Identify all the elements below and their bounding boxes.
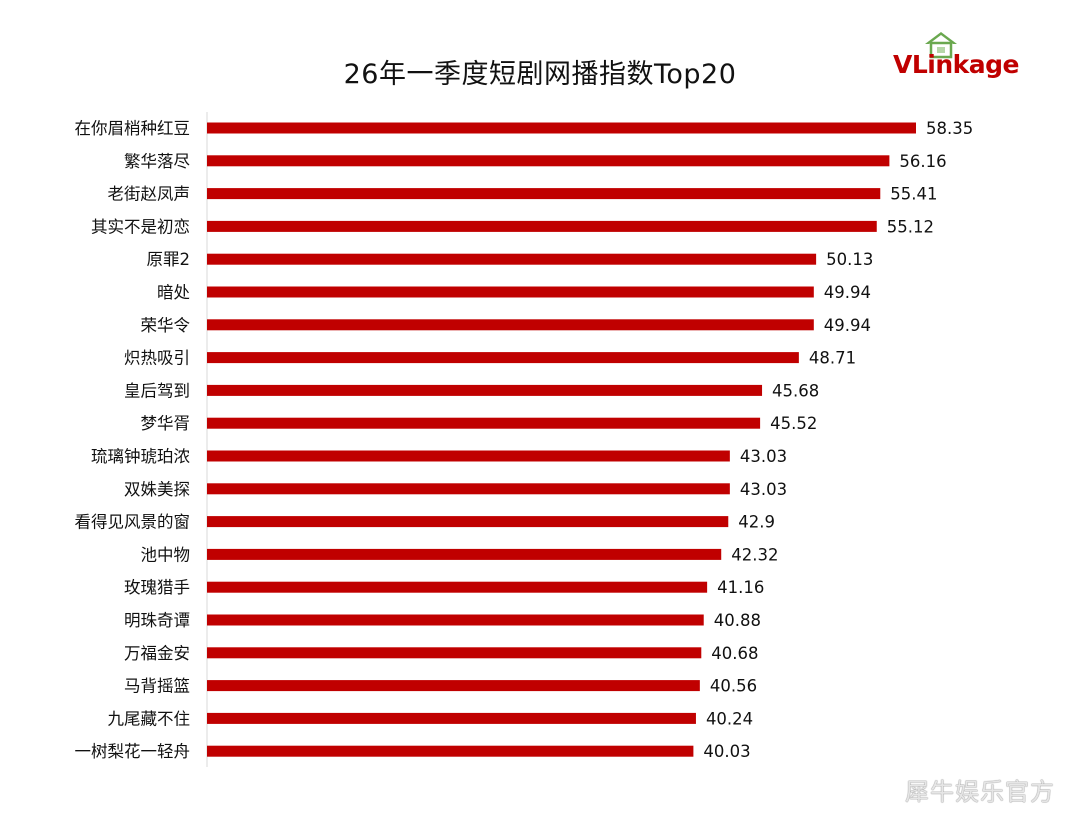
- bar: [207, 417, 761, 429]
- watermark: 犀牛娱乐官方: [905, 778, 1055, 806]
- category-label: 明珠奇谭: [124, 611, 190, 630]
- bar: [207, 253, 817, 265]
- category-label: 老街赵凤声: [108, 185, 191, 204]
- value-label: 42.9: [738, 513, 775, 532]
- bar: [207, 122, 916, 134]
- bar: [207, 745, 694, 757]
- bar: [207, 647, 702, 659]
- value-label: 40.56: [710, 677, 757, 696]
- bar: [207, 188, 881, 200]
- bar: [207, 384, 763, 396]
- category-label: 在你眉梢种红豆: [75, 119, 191, 138]
- category-label: 池中物: [141, 545, 191, 564]
- bar: [207, 155, 890, 167]
- bar: [207, 614, 704, 626]
- value-label: 40.03: [703, 742, 750, 761]
- category-label: 其实不是初恋: [91, 216, 190, 236]
- bar: [207, 220, 877, 232]
- category-label: 琉璃钟琥珀浓: [91, 447, 191, 466]
- value-label: 43.03: [740, 480, 787, 499]
- category-label: 万福金安: [124, 644, 190, 663]
- value-label: 49.94: [824, 283, 871, 302]
- value-label: 56.16: [899, 152, 946, 171]
- category-label: 一树梨花一轻舟: [75, 742, 191, 761]
- value-label: 48.71: [809, 349, 856, 368]
- category-label: 梦华胥: [141, 414, 191, 433]
- value-label: 42.32: [731, 545, 778, 564]
- bar: [207, 352, 799, 364]
- category-label: 看得见风景的窗: [75, 513, 191, 532]
- category-label: 炽热吸引: [124, 349, 190, 368]
- category-label: 繁华落尽: [124, 152, 190, 171]
- value-label: 49.94: [824, 316, 871, 335]
- category-label: 荣华令: [141, 316, 191, 335]
- category-label: 九尾藏不住: [108, 709, 191, 728]
- bar: [207, 286, 814, 298]
- value-label: 45.68: [772, 381, 819, 400]
- bar: [207, 548, 722, 560]
- bar: [207, 712, 696, 724]
- chart-title: 26年一季度短剧网播指数Top20: [343, 59, 737, 90]
- category-label: 皇后驾到: [124, 381, 190, 400]
- bar: [207, 581, 708, 593]
- value-label: 55.12: [887, 217, 934, 236]
- value-label: 50.13: [826, 250, 873, 269]
- value-label: 58.35: [926, 119, 973, 138]
- value-label: 43.03: [740, 447, 787, 466]
- category-label: 原罪2: [147, 250, 191, 269]
- bar: [207, 319, 814, 331]
- bar: [207, 516, 729, 528]
- bar: [207, 483, 730, 495]
- vlinkage-logo: VLinkage: [893, 30, 1033, 90]
- category-label: 马背摇篮: [124, 677, 190, 696]
- bar: [207, 450, 730, 462]
- category-label: 暗处: [157, 283, 190, 302]
- bar: [207, 680, 700, 692]
- value-label: 41.16: [717, 578, 764, 597]
- value-label: 40.88: [714, 611, 761, 630]
- house-logo-icon: [925, 32, 957, 59]
- category-label: 双姝美探: [124, 480, 190, 499]
- category-label: 玫瑰猎手: [124, 578, 190, 597]
- logo-text: VLinkage: [893, 50, 1020, 79]
- value-label: 55.41: [890, 185, 937, 204]
- value-label: 45.52: [770, 414, 817, 433]
- value-label: 40.24: [706, 709, 753, 728]
- value-label: 40.68: [711, 644, 758, 663]
